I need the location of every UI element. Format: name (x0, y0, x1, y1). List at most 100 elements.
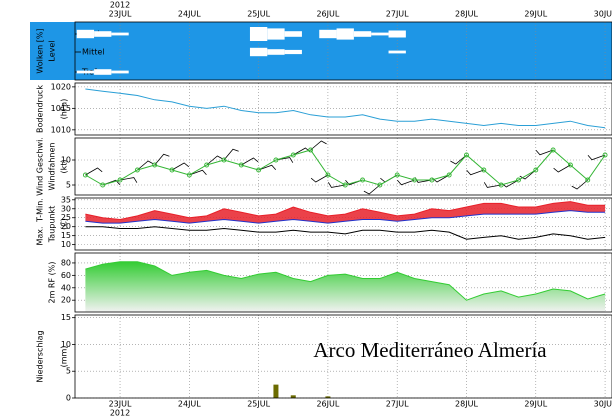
cloud-bar (267, 49, 285, 55)
panel-frame (74, 197, 612, 251)
cloud-bar (388, 30, 406, 38)
wind-point (325, 172, 331, 178)
y-tick-label: 35 (61, 195, 71, 204)
wind-barb (85, 167, 103, 176)
wind-barb (189, 169, 207, 176)
wind-point (117, 177, 123, 183)
wind-barb (535, 149, 554, 156)
wind-barb (137, 160, 154, 171)
wind-point (82, 172, 88, 178)
wind-point (100, 182, 106, 188)
wind-point (533, 167, 539, 173)
panel-frame (74, 21, 612, 81)
legend-label: Mittel (82, 48, 105, 57)
y-tick-label: 10 (61, 240, 71, 249)
temperature-line (85, 226, 606, 240)
wind-point (446, 172, 452, 178)
wind-point (221, 157, 227, 163)
x-tick-label: 28JUL (455, 10, 478, 19)
wind-point (204, 162, 210, 168)
wind-point (273, 157, 279, 163)
axis-label: Level (48, 40, 57, 61)
wind-point (464, 152, 469, 158)
cloud-bar (353, 31, 372, 37)
year-label: 2012 (110, 409, 130, 418)
wind-barb (466, 169, 484, 176)
year-label: 2012 (110, 1, 130, 10)
y-tick-label: 30 (61, 204, 71, 213)
wind-barb (397, 179, 415, 186)
wind-barb (171, 162, 190, 171)
y-tick-label: 1015 (51, 104, 71, 113)
wind-barb (310, 140, 327, 151)
pressure-line (85, 88, 606, 129)
axis-label: Windfahnen (48, 143, 57, 191)
axis-label: (mm) (60, 346, 69, 368)
precip-bar (273, 384, 279, 398)
y-tick-label: 20 (61, 222, 71, 231)
axis-label: Max. (36, 226, 45, 245)
x-tick-label: 29JUL (524, 10, 547, 19)
wind-point (429, 177, 435, 183)
cloud-bar (388, 50, 406, 54)
x-tick-label: 23JUL (109, 400, 132, 409)
wind-point (412, 177, 417, 183)
cloud-bar (94, 31, 112, 37)
temperature-line (85, 201, 606, 221)
wind-barb (363, 184, 381, 195)
humidity-area (85, 261, 606, 312)
wind-barb (206, 155, 223, 166)
temperature-band (85, 201, 606, 224)
wind-point (481, 167, 487, 173)
panel-frame (74, 252, 612, 313)
panel-frame (74, 314, 612, 399)
axis-label: Niederschlag (36, 330, 45, 382)
y-tick-label: 0 (66, 394, 71, 403)
y-tick-label: 5 (66, 367, 71, 376)
cloud-bar (94, 69, 112, 75)
cloud-bar (76, 70, 95, 74)
wind-point (256, 167, 262, 173)
y-tick-label: 1010 (51, 125, 71, 134)
wind-point (394, 172, 400, 178)
panel-frame (74, 82, 612, 136)
wind-barb (571, 179, 589, 190)
x-tick-label: 27JUL (386, 400, 409, 409)
precip-bar (325, 396, 331, 398)
wind-point (186, 172, 192, 178)
panel-frame (74, 137, 612, 196)
temperature-line (85, 210, 606, 224)
x-tick-label: 24JUL (178, 400, 201, 409)
wind-barb (119, 177, 138, 183)
wind-barb (450, 154, 467, 165)
x-tick-label: 26JUL (316, 400, 339, 409)
x-tick-label: 25JUL (247, 400, 270, 409)
wind-line (85, 149, 606, 186)
y-tick-label: 10 (61, 340, 71, 349)
axis-label: Wolken [%] (36, 28, 45, 73)
wind-point (377, 182, 383, 188)
wind-point (342, 182, 348, 188)
cloud-bar (267, 28, 285, 40)
cloud-bar (76, 29, 95, 39)
wind-point (585, 177, 591, 183)
cloud-bar (319, 29, 337, 39)
cloud-bar (284, 31, 302, 37)
x-tick-label: 29JUL (524, 400, 547, 409)
axis-label: (hPa) (60, 99, 69, 120)
cloud-bar (371, 32, 389, 36)
wind-barb (154, 153, 170, 166)
wind-point (169, 167, 175, 173)
wind-barb (327, 182, 346, 188)
wind-point (238, 162, 244, 168)
wind-barb (553, 164, 571, 173)
wind-point (308, 147, 314, 153)
cloud-bar (111, 32, 129, 36)
x-tick-label: 26JUL (316, 10, 339, 19)
wind-point (290, 152, 296, 158)
wind-barb (275, 157, 294, 163)
wind-point (360, 177, 366, 183)
y-tick-label: 25 (61, 213, 71, 222)
wind-barb (587, 154, 606, 161)
